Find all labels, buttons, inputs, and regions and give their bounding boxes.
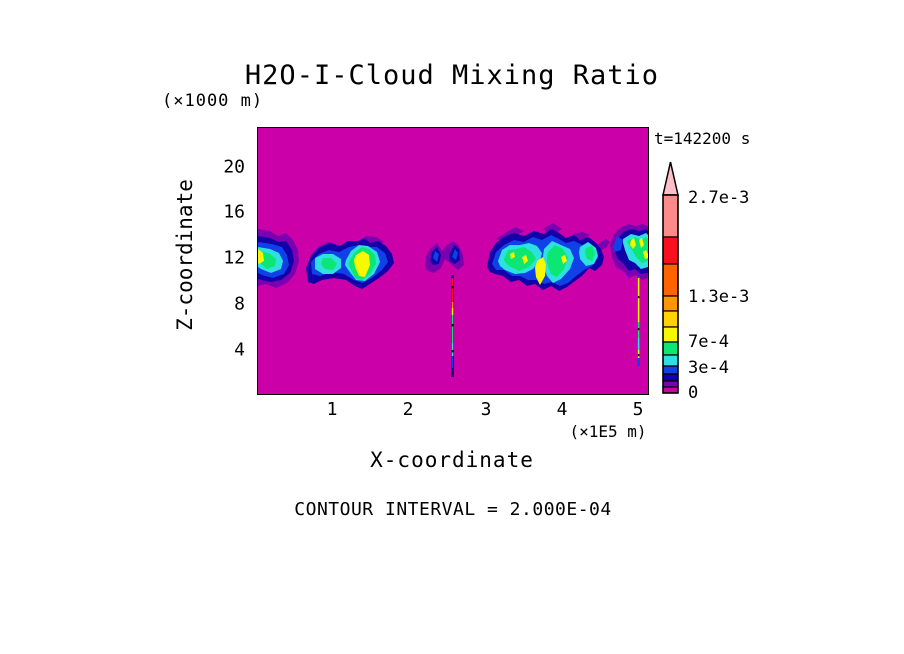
colorbar-segment — [662, 194, 679, 238]
x-tick-3: 3 — [480, 399, 492, 420]
y-tick-4: 4 — [234, 339, 245, 361]
y-tick-16: 16 — [223, 201, 245, 223]
y-axis-unit-label: (×1000 m) — [162, 91, 264, 111]
x-axis-unit-label: (×1E5 m) — [569, 422, 647, 441]
timestamp-label: t=142200 s — [654, 129, 751, 148]
colorbar-segment — [662, 295, 679, 312]
contour-field — [258, 128, 648, 394]
colorbar-outline — [662, 194, 679, 394]
colorbar-segment — [662, 341, 679, 356]
cloud-right-edge — [610, 224, 648, 280]
x-tick-4: 4 — [556, 399, 568, 420]
y-tick-20: 20 — [223, 156, 245, 178]
precip-shaft-1 — [451, 275, 454, 377]
plot-title: H2O-I-Cloud Mixing Ratio — [244, 60, 660, 91]
colorbar-segment — [662, 365, 679, 375]
colorbar-label-7e-4: 7e-4 — [688, 332, 729, 352]
colorbar-segment — [662, 326, 679, 343]
y-tick-12: 12 — [223, 247, 245, 269]
cloud-left-edge — [258, 229, 299, 288]
cloud-large-anvil — [487, 223, 610, 291]
cloud-two-lobed — [306, 236, 394, 289]
contour-interval-note: CONTOUR INTERVAL = 2.000E-04 — [294, 499, 612, 520]
colorbar-segment — [662, 354, 679, 367]
colorbar-segment — [662, 380, 679, 388]
precip-shaft-2 — [637, 276, 640, 366]
colorbar-label-mid: 1.3e-3 — [688, 287, 750, 307]
y-axis-title: Z-coordinate — [173, 179, 197, 331]
colorbar-label-max: 2.7e-3 — [688, 188, 750, 208]
colorbar-segment — [662, 386, 679, 394]
colorbar-label-3e-4: 3e-4 — [688, 358, 729, 378]
colorbar-segments — [662, 194, 679, 394]
colorbar-segment — [662, 263, 679, 297]
colorbar-segment — [662, 236, 679, 265]
plot-area — [257, 127, 649, 395]
x-tick-2: 2 — [402, 399, 414, 420]
y-tick-8: 8 — [234, 293, 245, 315]
colorbar-label-zero: 0 — [688, 383, 699, 403]
x-axis-title: X-coordinate — [370, 448, 534, 472]
colorbar-segment — [662, 373, 679, 382]
x-tick-5: 5 — [632, 399, 644, 420]
cloud-m-shaped — [425, 241, 464, 273]
colorbar — [662, 161, 679, 394]
colorbar-segment — [662, 310, 679, 328]
colorbar-overflow-arrow-icon — [662, 161, 679, 196]
x-tick-1: 1 — [326, 399, 338, 420]
